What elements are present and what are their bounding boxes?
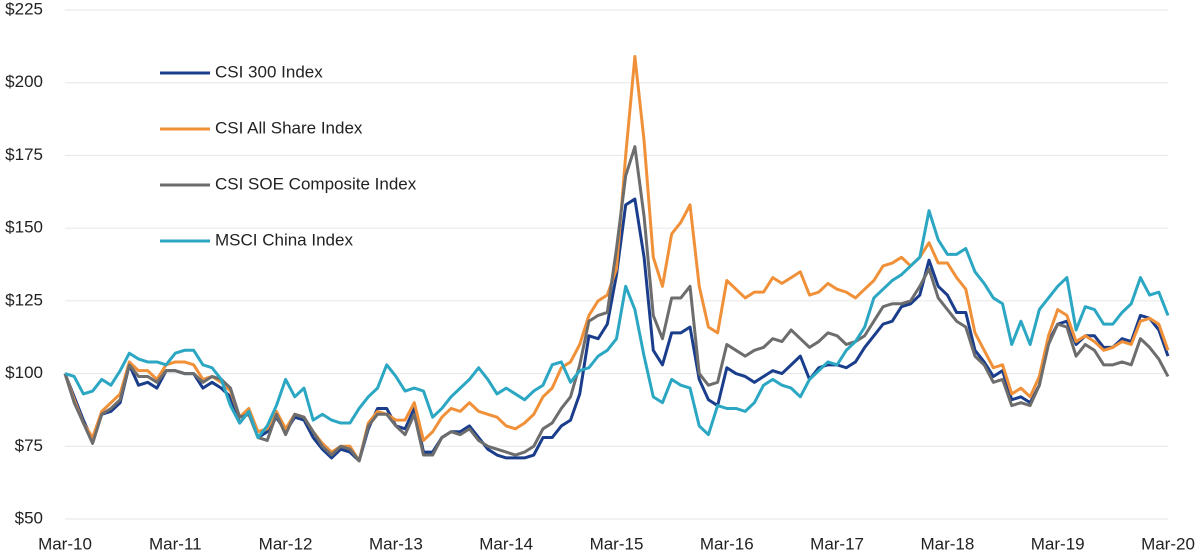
grid: $50 $75 $100 $125 $150 $175 $200 $225 Mar-10 Mar-… — [5, 0, 1195, 553]
x-tick-label: Mar-20 — [1141, 534, 1195, 553]
x-tick-label: Mar-10 — [38, 534, 92, 553]
x-tick-label: Mar-14 — [479, 534, 533, 553]
legend: CSI 300 Index CSI All Share Index CSI SOE … — [160, 62, 417, 249]
y-tick-label: $75 — [15, 436, 43, 455]
x-tick-label: Mar-13 — [369, 534, 423, 553]
y-tick-label: $175 — [5, 145, 43, 164]
x-tick-label: Mar-19 — [1031, 534, 1085, 553]
y-tick-label: $50 — [15, 508, 43, 527]
legend-label: CSI All Share Index — [215, 118, 363, 137]
plot-area — [63, 55, 1170, 463]
legend-label: CSI 300 Index — [215, 62, 323, 81]
series-line — [63, 55, 1170, 463]
y-tick-label: $200 — [5, 72, 43, 91]
legend-label: CSI SOE Composite Index — [215, 174, 417, 193]
x-tick-label: Mar-15 — [590, 534, 644, 553]
legend-label: MSCI China Index — [215, 230, 353, 249]
x-tick-label: Mar-18 — [920, 534, 974, 553]
x-tick-label: Mar-12 — [259, 534, 313, 553]
y-tick-label: $100 — [5, 363, 43, 382]
y-tick-label: $125 — [5, 290, 43, 309]
series-line — [64, 209, 1170, 440]
x-tick-label: Mar-17 — [810, 534, 864, 553]
x-tick-label: Mar-11 — [149, 534, 202, 553]
y-tick-label: $150 — [5, 218, 43, 237]
y-tick-label: $225 — [5, 0, 43, 18]
x-tick-label: Mar-16 — [700, 534, 754, 553]
